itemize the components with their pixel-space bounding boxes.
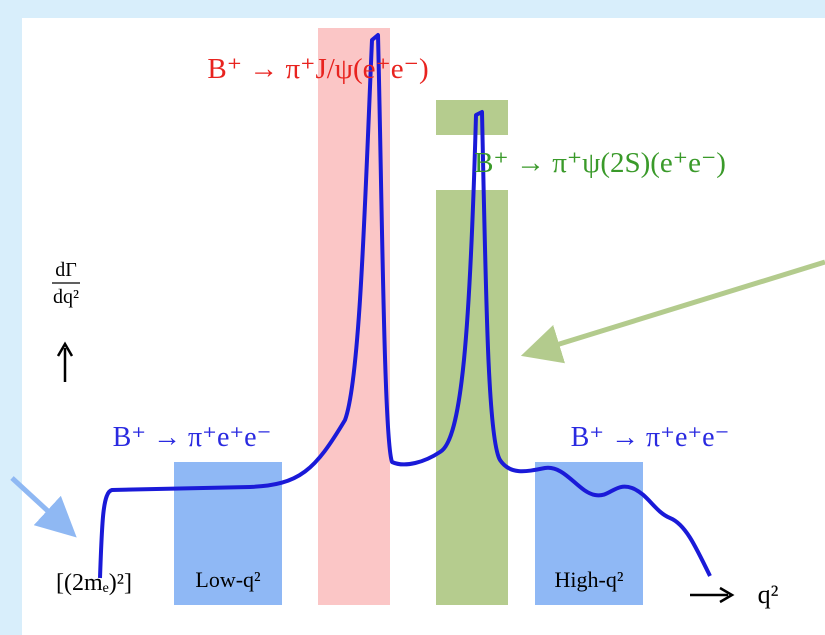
pointer-arrow [10, 476, 77, 538]
x-label: q² [758, 580, 779, 609]
label: B⁺ → π⁺ψ(2S)(e⁺e⁻) [474, 147, 726, 179]
y-label-num: dΓ [55, 259, 77, 281]
label: B⁺ → π⁺e⁺e⁻ [571, 422, 730, 453]
panel [22, 18, 825, 635]
pointer-arrow [520, 259, 825, 364]
right-arrow-head [719, 586, 735, 604]
threshold-label: [(2mₑ)²] [56, 570, 132, 596]
up-arrow-head [56, 341, 74, 357]
psi2s-band-top [436, 100, 508, 135]
bin-label: Low-q² [195, 567, 261, 592]
spectrum-curve [98, 33, 712, 579]
y-label-den: dq² [53, 286, 79, 308]
bin-label: High-q² [555, 567, 624, 592]
label: B⁺ → π⁺e⁺e⁻ [113, 422, 272, 453]
label: B⁺ → π⁺J/ψ(e⁺e⁻) [207, 53, 428, 85]
